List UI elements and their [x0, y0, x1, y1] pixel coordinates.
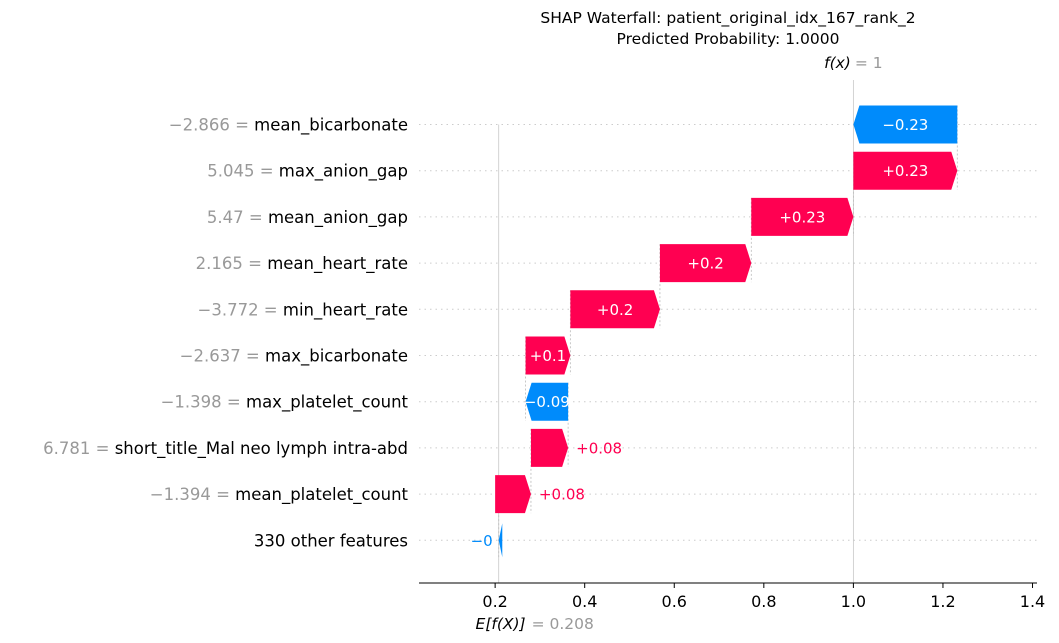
fx-value: = 1: [855, 54, 883, 72]
feature-label: −2.637 = max_bicarbonate: [180, 347, 408, 367]
feature-name: min_heart_rate: [283, 300, 408, 320]
chart-subtitle: Predicted Probability: 1.0000: [617, 30, 840, 48]
annotations: −0.23 +0.23 +0.23 +0.2 +0.2 +0.1 −0.09 +0.08 +0.…: [471, 54, 929, 633]
bar-mean-heart-rate: [659, 244, 752, 283]
x-tick-label: 0.2: [482, 592, 507, 611]
bar-value-label: +0.1: [530, 347, 566, 365]
bar-value-label: +0.08: [539, 486, 585, 504]
feature-label: 6.781 = short_title_Mal neo lymph intra-…: [43, 439, 408, 459]
expected-value-label: E[f(X)] = 0.208: [476, 615, 594, 633]
bar-max-platelet-count: [525, 382, 569, 421]
feature-label: −1.394 = mean_platelet_count: [150, 485, 409, 505]
feature-label: 2.165 = mean_heart_rate: [196, 254, 408, 274]
feature-name: max_anion_gap: [279, 162, 408, 182]
feature-value: 6.781 =: [43, 439, 115, 458]
feature-name: 330 other features: [254, 531, 408, 550]
feature-value: 5.045 =: [207, 162, 279, 181]
feature-name: short_title_Mal neo lymph intra-abd: [115, 439, 408, 459]
ex-value: = 0.208: [532, 615, 594, 633]
bar-value-label: +0.08: [576, 439, 622, 457]
bar-mean-anion-gap: [751, 197, 854, 236]
bar-mean-platelet-count: [495, 475, 531, 514]
bar-max-anion-gap: [853, 151, 958, 190]
bar-mean-bicarbonate: [853, 105, 958, 144]
ex-name: E[f(X)]: [476, 615, 526, 633]
bar-value-label: +0.2: [687, 255, 723, 273]
feature-name: mean_platelet_count: [235, 485, 408, 505]
bar-min-heart-rate: [570, 290, 660, 329]
feature-name: max_platelet_count: [246, 393, 409, 413]
feature-value: −1.394 =: [150, 485, 235, 504]
bar-value-label: −0.09: [524, 393, 570, 411]
feature-value: −2.637 =: [180, 347, 265, 366]
chart-title: SHAP Waterfall: patient_original_idx_167…: [540, 9, 915, 28]
bar-short-title-mal-neo-lymph-intra-abd: [530, 428, 569, 467]
x-tick-label: 1.2: [930, 592, 955, 611]
feature-name: mean_heart_rate: [267, 254, 408, 274]
fx-name: f(x): [824, 54, 851, 72]
x-tick-label: 1.4: [1020, 592, 1045, 611]
x-tick-label: 0.6: [662, 592, 687, 611]
feature-name: mean_anion_gap: [268, 208, 408, 228]
x-tick-label: 1.0: [841, 592, 866, 611]
feature-label: 5.045 = max_anion_gap: [207, 162, 408, 182]
bar-330-other-features: [498, 523, 503, 558]
feature-value: 5.47 =: [207, 208, 268, 227]
feature-name: mean_bicarbonate: [254, 116, 408, 136]
bar-value-label: +0.2: [597, 301, 633, 319]
bar-value-label: −0.23: [882, 116, 928, 134]
y-axis-labels: −2.866 = mean_bicarbonate 5.045 = max_ani…: [43, 116, 408, 551]
fx-label: f(x) = 1: [824, 54, 883, 72]
x-axis: 0.2 0.4 0.6 0.8 1.0 1.2 1.4: [419, 582, 1045, 611]
feature-value: −1.398 =: [161, 393, 246, 412]
feature-value: −3.772 =: [198, 300, 283, 319]
x-tick-label: 0.8: [751, 592, 776, 611]
feature-name: max_bicarbonate: [265, 347, 408, 367]
feature-label: −3.772 = min_heart_rate: [198, 300, 409, 320]
feature-label: 5.47 = mean_anion_gap: [207, 208, 408, 228]
x-tick-label: 0.4: [572, 592, 597, 611]
feature-label: 330 other features: [254, 531, 408, 550]
bar-value-label: +0.23: [779, 208, 825, 226]
feature-label: −2.866 = mean_bicarbonate: [169, 116, 408, 136]
bar-value-label: −0: [471, 532, 493, 550]
bars: [495, 105, 958, 558]
bar-value-label: +0.23: [882, 162, 928, 180]
bar-max-bicarbonate: [525, 336, 571, 375]
feature-label: −1.398 = max_platelet_count: [161, 393, 409, 413]
feature-value: −2.866 =: [169, 116, 254, 135]
feature-value: 2.165 =: [196, 254, 268, 273]
